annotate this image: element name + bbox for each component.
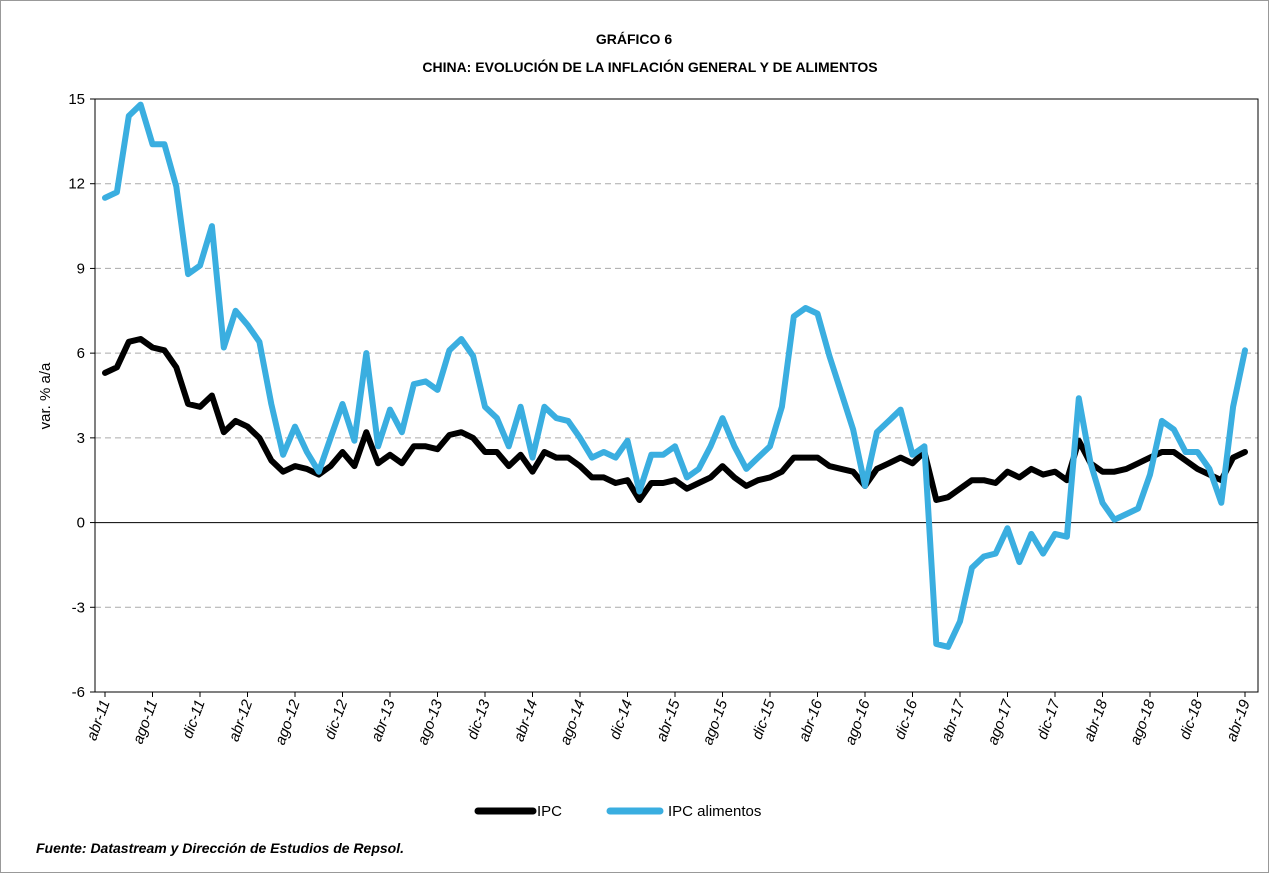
x-tick-label: ago-17	[984, 697, 1016, 747]
chart-title: GRÁFICO 6	[596, 31, 672, 47]
chart-subtitle: CHINA: EVOLUCIÓN DE LA INFLACIÓN GENERAL…	[422, 58, 877, 75]
legend-label: IPC	[537, 803, 562, 820]
x-tick-label: dic-17	[1034, 697, 1064, 742]
x-tick-label: ago-14	[557, 698, 589, 748]
x-tick-label: dic-16	[891, 697, 921, 742]
series-line	[102, 101, 1248, 650]
x-tick-label: abr-15	[653, 697, 684, 744]
series-line	[102, 336, 1248, 503]
y-tick-label: 12	[68, 176, 85, 193]
x-tick-label: ago-12	[272, 697, 304, 747]
x-tick-label: abr-18	[1081, 697, 1112, 744]
x-tick-label: ago-11	[130, 698, 162, 747]
x-tick-label: dic-18	[1176, 697, 1206, 742]
source: Fuente: Datastream y Dirección de Estudi…	[36, 840, 404, 856]
x-tick-label: abr-13	[368, 697, 399, 744]
x-tick-label: abr-19	[1223, 697, 1254, 744]
x-tick-label: abr-11	[83, 698, 113, 743]
y-axis-label: var. % a/a	[37, 362, 54, 429]
x-tick-label: abr-12	[226, 697, 257, 744]
y-tick-label: -3	[72, 599, 85, 616]
x-tick-label: abr-16	[796, 697, 827, 744]
x-tick-label: ago-13	[414, 697, 446, 747]
x-tick-label: abr-17	[938, 697, 969, 744]
x-tick-label: dic-11	[179, 698, 209, 741]
y-tick-label: 9	[77, 260, 85, 277]
x-tick-label: ago-18	[1127, 697, 1159, 747]
x-tick-label: dic-12	[321, 697, 351, 742]
x-tick-label: dic-15	[749, 697, 779, 742]
legend-label: IPC alimentos	[668, 803, 761, 820]
plot-area	[94, 98, 1259, 693]
y-tick-label: 15	[68, 91, 85, 108]
x-tick-label: dic-13	[464, 697, 494, 742]
y-tick-label: 0	[77, 515, 85, 532]
x-tick-label: abr-14	[511, 698, 542, 744]
y-tick-label: -6	[72, 684, 85, 701]
x-tick-label: dic-14	[606, 698, 636, 742]
y-tick-label: 6	[77, 345, 85, 362]
x-tick-label: ago-16	[842, 697, 874, 747]
y-tick-label: 3	[77, 430, 85, 447]
x-tick-label: ago-15	[699, 697, 731, 747]
